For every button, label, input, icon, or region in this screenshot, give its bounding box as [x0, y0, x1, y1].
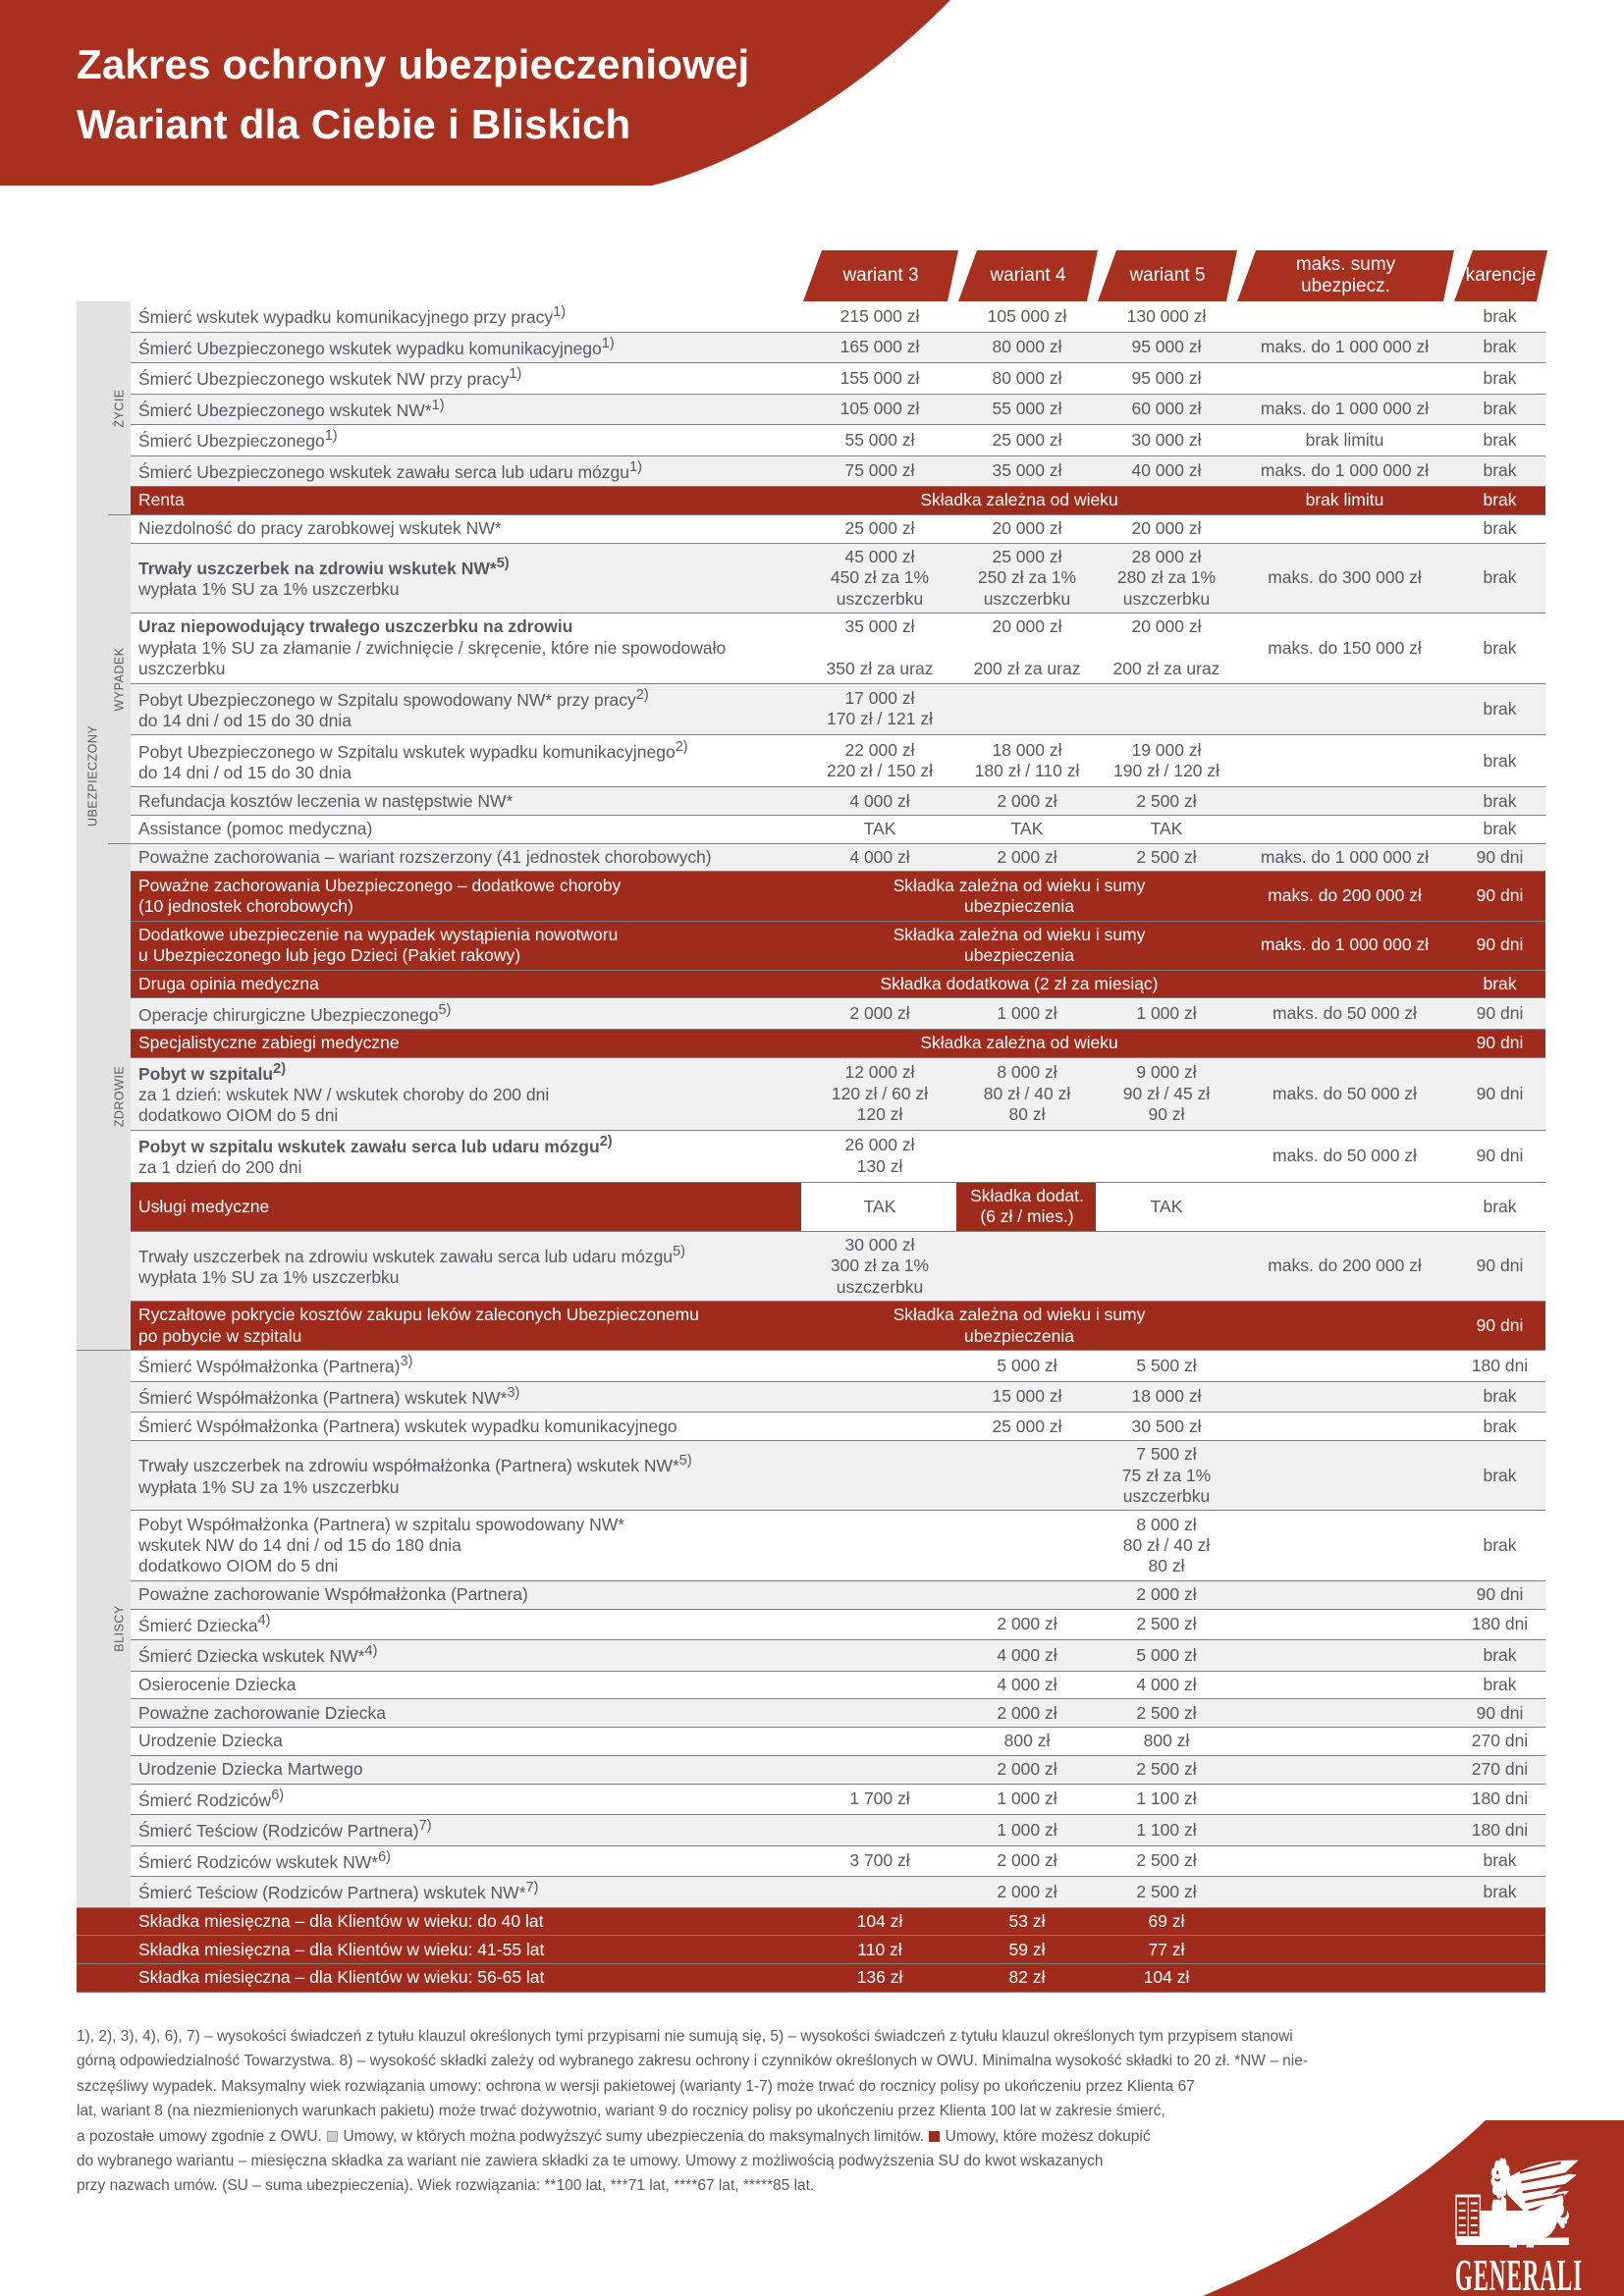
- svg-text:GENERALI: GENERALI: [1455, 2251, 1583, 2296]
